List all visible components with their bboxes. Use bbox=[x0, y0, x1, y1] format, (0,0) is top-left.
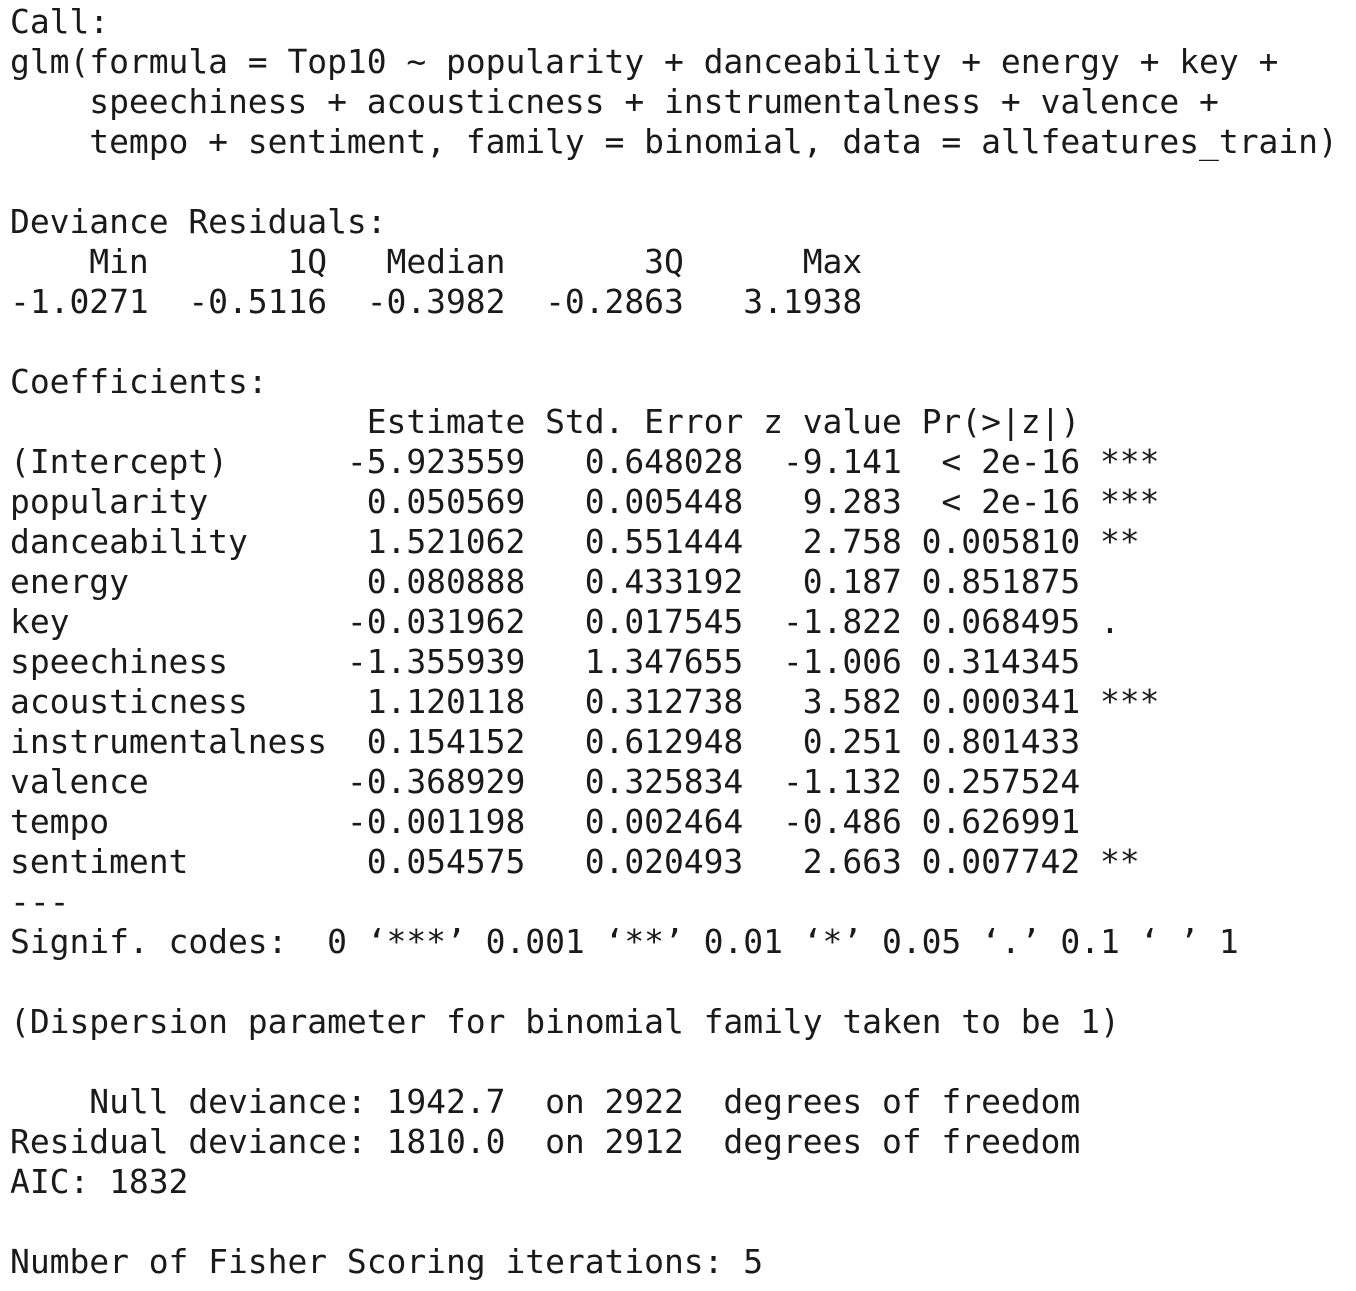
deviance-residuals-header: Deviance Residuals: bbox=[10, 202, 387, 241]
residuals-column-headers: Min 1Q Median 3Q Max bbox=[10, 242, 863, 281]
fisher-scoring-iterations: Number of Fisher Scoring iterations: 5 bbox=[10, 1242, 764, 1281]
call-header: Call: bbox=[10, 2, 110, 41]
coef-row-valence: valence -0.368929 0.325834 -1.132 0.2575… bbox=[10, 762, 1081, 801]
coef-row-energy: energy 0.080888 0.433192 0.187 0.851875 bbox=[10, 562, 1081, 601]
r-console-output: Call: glm(formula = Top10 ~ popularity + … bbox=[10, 2, 1338, 1282]
call-formula-line-1: glm(formula = Top10 ~ popularity + dance… bbox=[10, 42, 1279, 81]
coef-row-tempo: tempo -0.001198 0.002464 -0.486 0.626991 bbox=[10, 802, 1081, 841]
blank-line bbox=[10, 1202, 1338, 1242]
coef-row-sentiment: sentiment 0.054575 0.020493 2.663 0.0077… bbox=[10, 842, 1140, 881]
separator-line: --- bbox=[10, 882, 70, 921]
blank-line bbox=[10, 1042, 1338, 1082]
residual-deviance: Residual deviance: 1810.0 on 2912 degree… bbox=[10, 1122, 1081, 1161]
call-formula-line-3: tempo + sentiment, family = binomial, da… bbox=[10, 122, 1338, 161]
residuals-values: -1.0271 -0.5116 -0.3982 -0.2863 3.1938 bbox=[10, 282, 863, 321]
coef-row-danceability: danceability 1.521062 0.551444 2.758 0.0… bbox=[10, 522, 1140, 561]
dispersion-note: (Dispersion parameter for binomial famil… bbox=[10, 1002, 1120, 1041]
coef-row-acousticness: acousticness 1.120118 0.312738 3.582 0.0… bbox=[10, 682, 1160, 721]
aic: AIC: 1832 bbox=[10, 1162, 189, 1201]
coef-row-intercept: (Intercept) -5.923559 0.648028 -9.141 < … bbox=[10, 442, 1160, 481]
null-deviance: Null deviance: 1942.7 on 2922 degrees of… bbox=[10, 1082, 1081, 1121]
blank-line bbox=[10, 962, 1338, 1002]
blank-line bbox=[10, 322, 1338, 362]
call-formula-line-2: speechiness + acousticness + instrumenta… bbox=[10, 82, 1219, 121]
coef-row-speechiness: speechiness -1.355939 1.347655 -1.006 0.… bbox=[10, 642, 1081, 681]
blank-line bbox=[10, 162, 1338, 202]
coef-row-key: key -0.031962 0.017545 -1.822 0.068495 . bbox=[10, 602, 1120, 641]
coef-row-popularity: popularity 0.050569 0.005448 9.283 < 2e-… bbox=[10, 482, 1160, 521]
coefficients-header: Coefficients: bbox=[10, 362, 268, 401]
coef-row-instrumentalness: instrumentalness 0.154152 0.612948 0.251… bbox=[10, 722, 1081, 761]
signif-codes: Signif. codes: 0 ‘***’ 0.001 ‘**’ 0.01 ‘… bbox=[10, 922, 1239, 961]
coefficients-column-headers: Estimate Std. Error z value Pr(>|z|) bbox=[10, 402, 1081, 441]
